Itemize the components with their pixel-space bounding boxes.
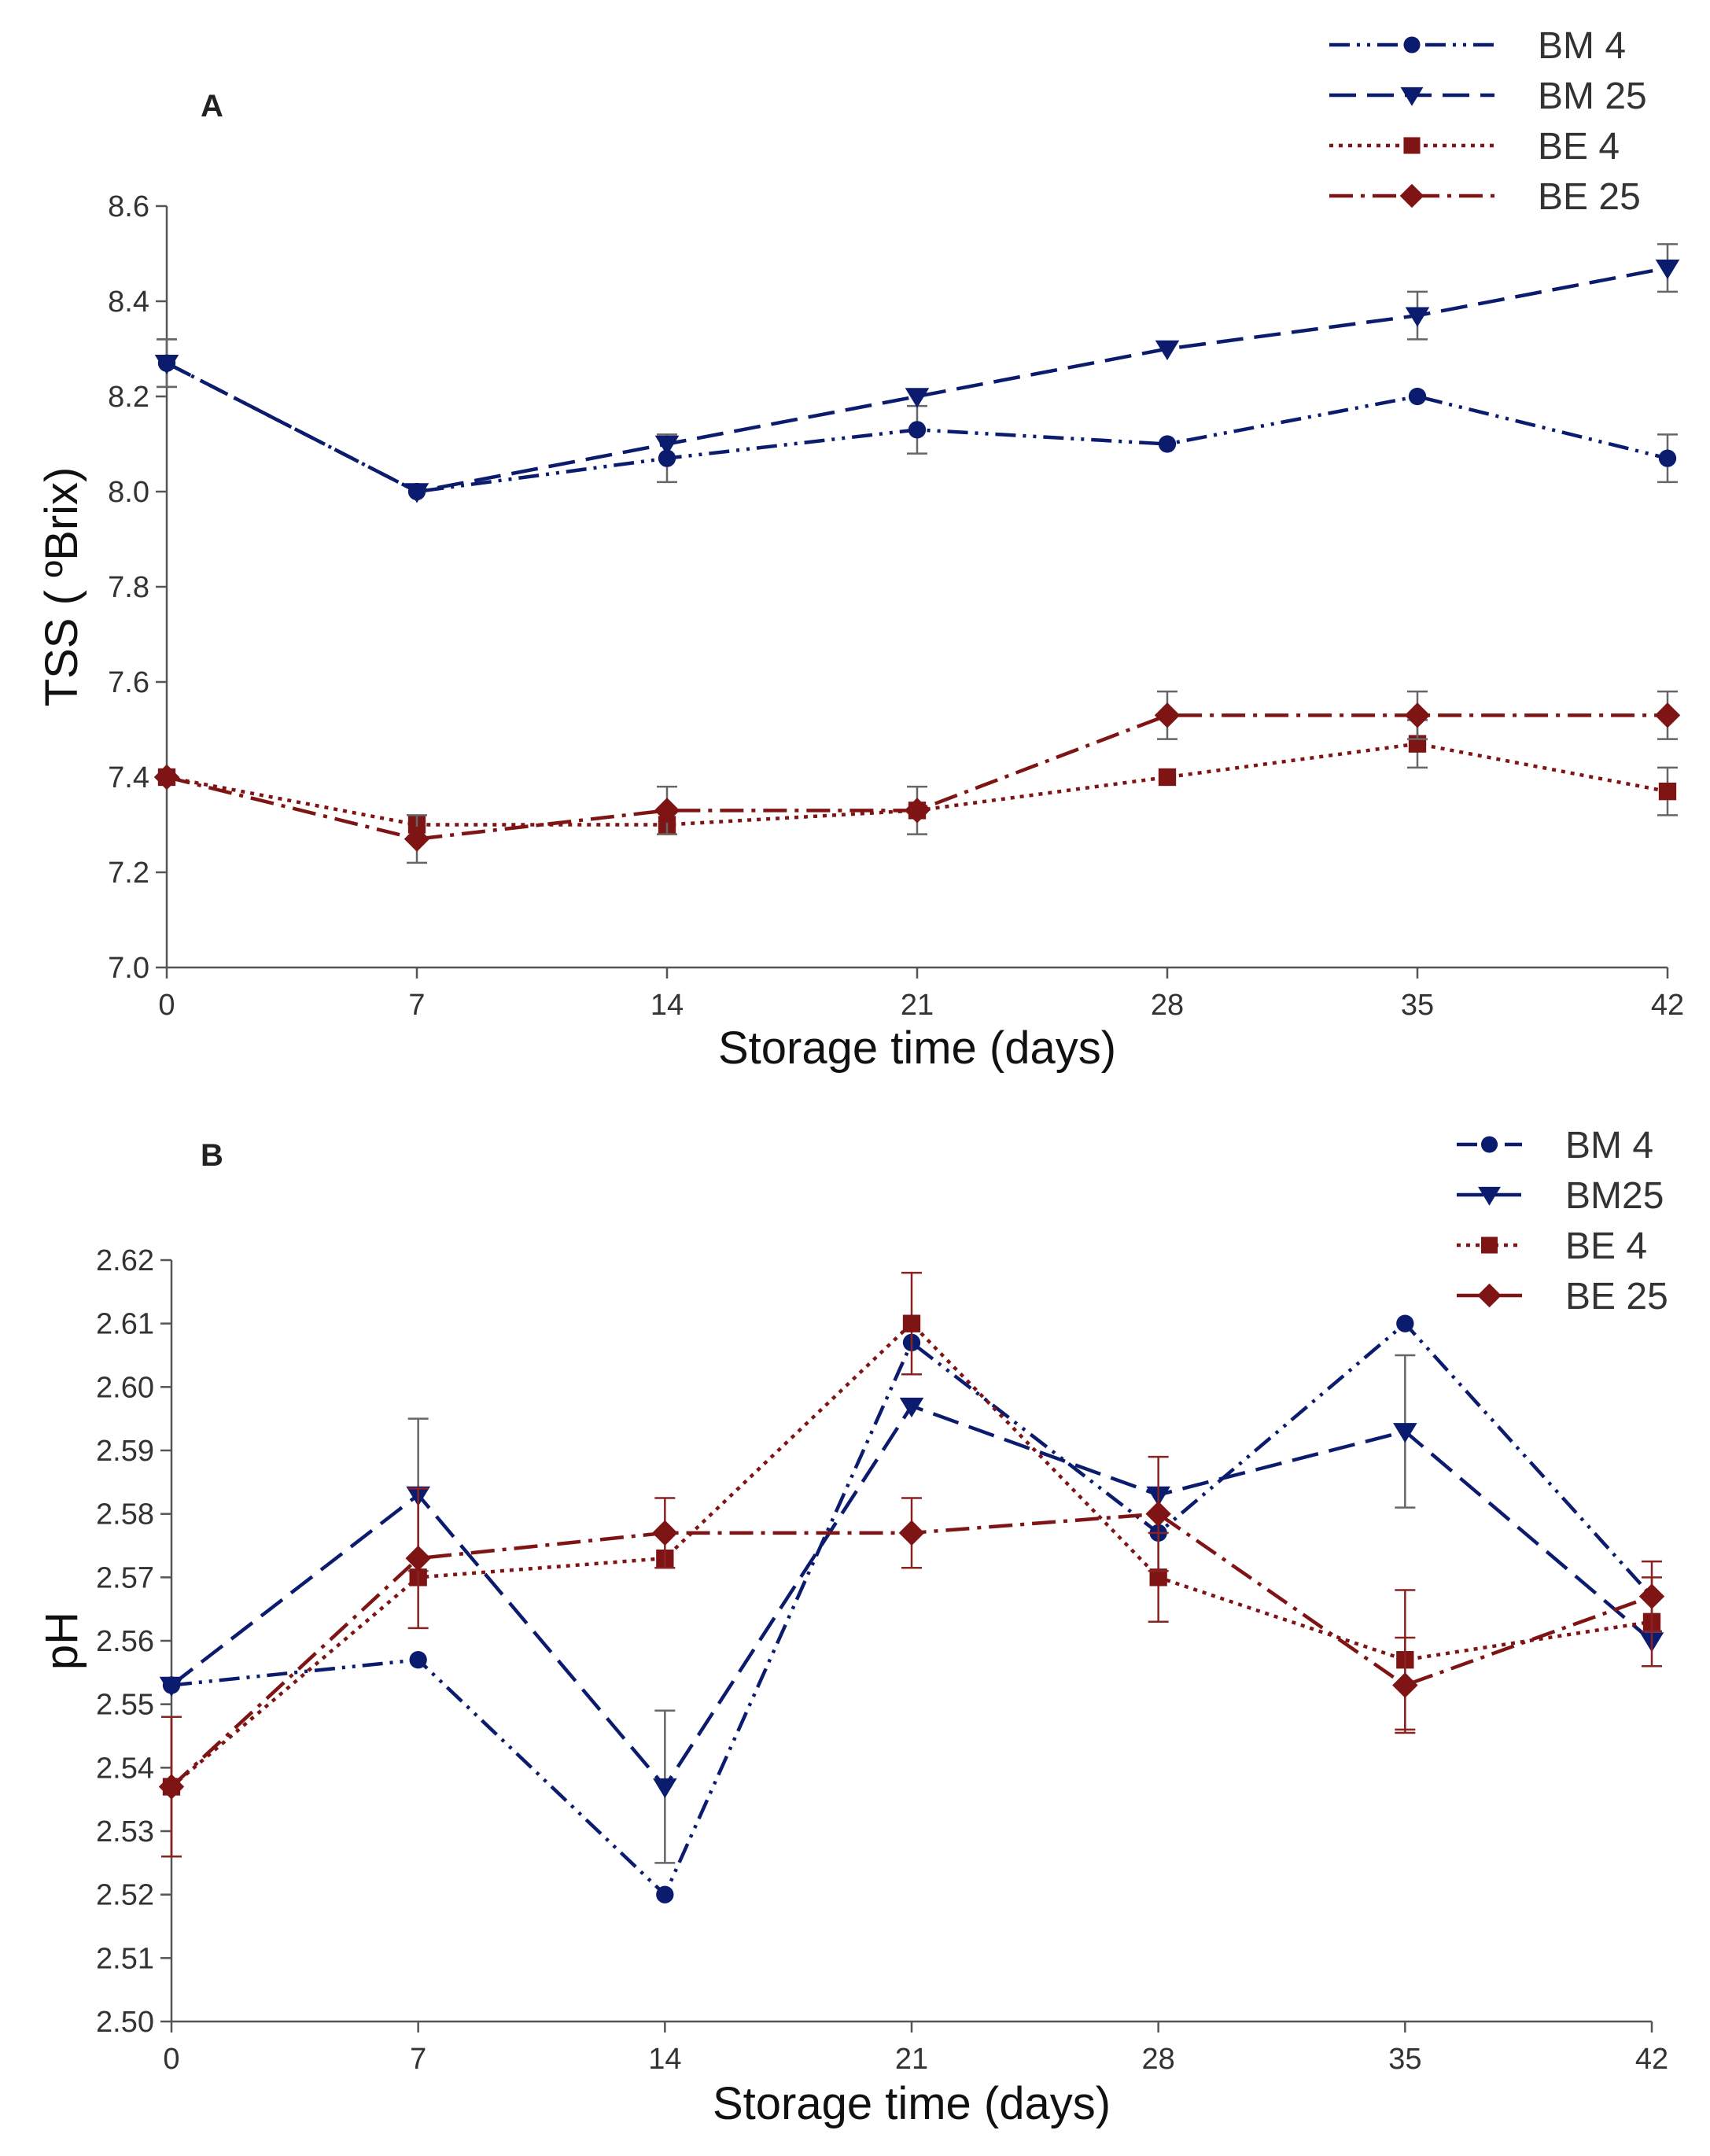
- data-point: [1159, 435, 1176, 452]
- y-tick-label: 8.4: [108, 286, 149, 319]
- x-tick-label: 28: [1142, 2043, 1175, 2076]
- data-point: [654, 798, 680, 823]
- legend-entry-be-4: BE 4: [1457, 1225, 1647, 1267]
- data-point: [154, 765, 179, 790]
- data-point: [1639, 1583, 1664, 1609]
- y-tick-label: 7.2: [108, 857, 149, 890]
- x-tick-label: 35: [1388, 2043, 1421, 2076]
- series-be-25: [154, 691, 1680, 863]
- legend-label: BE 25: [1565, 1276, 1668, 1318]
- y-tick-label: 2.54: [96, 1752, 154, 1785]
- y-tick-label: 2.56: [96, 1625, 154, 1658]
- x-tick-label: 42: [1651, 989, 1684, 1022]
- series-line: [167, 268, 1668, 492]
- y-tick-label: 7.6: [108, 666, 149, 699]
- y-tick-label: 2.61: [96, 1308, 154, 1341]
- legend-label: BM25: [1565, 1175, 1664, 1217]
- y-tick-label: 2.62: [96, 1244, 154, 1277]
- data-point: [1392, 1672, 1417, 1697]
- legend-entry-be-4: BE 4: [1329, 126, 1620, 168]
- y-axis-title: pH: [36, 1612, 87, 1670]
- legend-label: BE 25: [1538, 176, 1641, 218]
- x-tick-label: 14: [650, 989, 684, 1022]
- legend-entry-be-25: BE 25: [1329, 176, 1641, 218]
- y-tick-label: 2.59: [96, 1435, 154, 1468]
- figure: A 7.0 7.2 7.4 7.6 7.8 8.0 8.2 8.4 8.6 0 7 14 21 28 35 42…: [0, 0, 1710, 2156]
- legend-label: BM 4: [1538, 25, 1626, 67]
- x-tick-label: 0: [158, 989, 175, 1022]
- x-axis-title: Storage time (days): [718, 1023, 1116, 1074]
- legend-entry-bm-25: BM 25: [1329, 76, 1647, 117]
- y-tick-label: 8.0: [108, 476, 149, 509]
- series-bm25: [160, 1355, 1664, 1863]
- series-line: [171, 1406, 1652, 1787]
- legend-marker: [1481, 1136, 1498, 1152]
- x-tick-label: 28: [1151, 989, 1184, 1022]
- x-tick-label: 0: [163, 2043, 179, 2076]
- data-point: [903, 1315, 920, 1332]
- legend-marker: [1477, 1284, 1502, 1308]
- legend-label: BM 25: [1538, 76, 1647, 117]
- series-be-25: [159, 1457, 1664, 1856]
- data-point: [1145, 1501, 1170, 1526]
- data-point: [404, 826, 429, 851]
- data-point: [1659, 449, 1676, 466]
- x-tick-label: 21: [901, 989, 934, 1022]
- panel-label: B: [201, 1138, 223, 1173]
- data-point: [908, 421, 926, 438]
- data-point: [1159, 768, 1176, 786]
- chart-panel-a: A 7.0 7.2 7.4 7.6 7.8 8.0 8.2 8.4 8.6 0 7 14 21 28 35 42…: [36, 25, 1684, 1074]
- data-point: [656, 1886, 673, 1904]
- y-tick-label: 8.2: [108, 381, 149, 414]
- data-point: [410, 1651, 427, 1668]
- series-bm-25: [155, 244, 1680, 503]
- y-tick-label: 2.55: [96, 1689, 154, 1722]
- legend-entry-be-25: BE 25: [1457, 1276, 1668, 1318]
- x-tick-label: 7: [410, 2043, 426, 2076]
- data-point: [653, 1778, 677, 1798]
- legend-label: BE 4: [1565, 1225, 1647, 1267]
- y-tick-label: 2.60: [96, 1371, 154, 1404]
- y-tick-label: 2.57: [96, 1561, 154, 1594]
- data-point: [899, 1520, 924, 1546]
- legend-marker: [1403, 36, 1420, 53]
- data-point: [1655, 702, 1680, 728]
- y-axis-title: TSS ( ºBrix): [36, 467, 87, 707]
- legend-marker: [1481, 1236, 1498, 1253]
- x-tick-label: 7: [408, 989, 425, 1022]
- y-tick-label: 2.53: [96, 1815, 154, 1848]
- x-tick-label: 14: [648, 2043, 681, 2076]
- chart-panel-b: B 2.50 2.51 2.52 2.53 2.54 2.55 2.56 2.57 2.58 2.5…: [36, 1125, 1668, 2129]
- data-point: [1656, 260, 1680, 279]
- legend-entry-bm-4: BM 4: [1457, 1125, 1653, 1166]
- y-tick-label: 2.58: [96, 1498, 154, 1531]
- legend-label: BM 4: [1565, 1125, 1653, 1166]
- x-tick-label: 35: [1401, 989, 1434, 1022]
- data-point: [1409, 388, 1426, 405]
- data-point: [652, 1520, 677, 1546]
- y-tick-label: 2.51: [96, 1942, 154, 1975]
- legend-label: BE 4: [1538, 126, 1620, 168]
- data-point: [905, 388, 930, 407]
- panel-label: A: [201, 89, 223, 123]
- y-tick-label: 7.4: [108, 761, 149, 794]
- y-tick-label: 7.0: [108, 952, 149, 985]
- x-axis-title: Storage time (days): [713, 2078, 1111, 2129]
- data-point: [655, 436, 680, 455]
- data-point: [905, 798, 930, 823]
- data-point: [1659, 783, 1676, 800]
- y-tick-label: 8.6: [108, 190, 149, 223]
- legend-entry-bm25: BM25: [1457, 1175, 1664, 1217]
- legend-marker: [1400, 184, 1424, 208]
- data-point: [1155, 702, 1180, 728]
- legend-entry-bm-4: BM 4: [1329, 25, 1626, 67]
- y-tick-label: 2.50: [96, 2006, 154, 2039]
- x-tick-label: 42: [1635, 2043, 1668, 2076]
- x-tick-label: 21: [895, 2043, 928, 2076]
- y-tick-label: 7.8: [108, 571, 149, 604]
- data-point: [1396, 1315, 1413, 1332]
- legend-marker: [1403, 137, 1420, 153]
- data-point: [1405, 702, 1430, 728]
- y-tick-label: 2.52: [96, 1879, 154, 1912]
